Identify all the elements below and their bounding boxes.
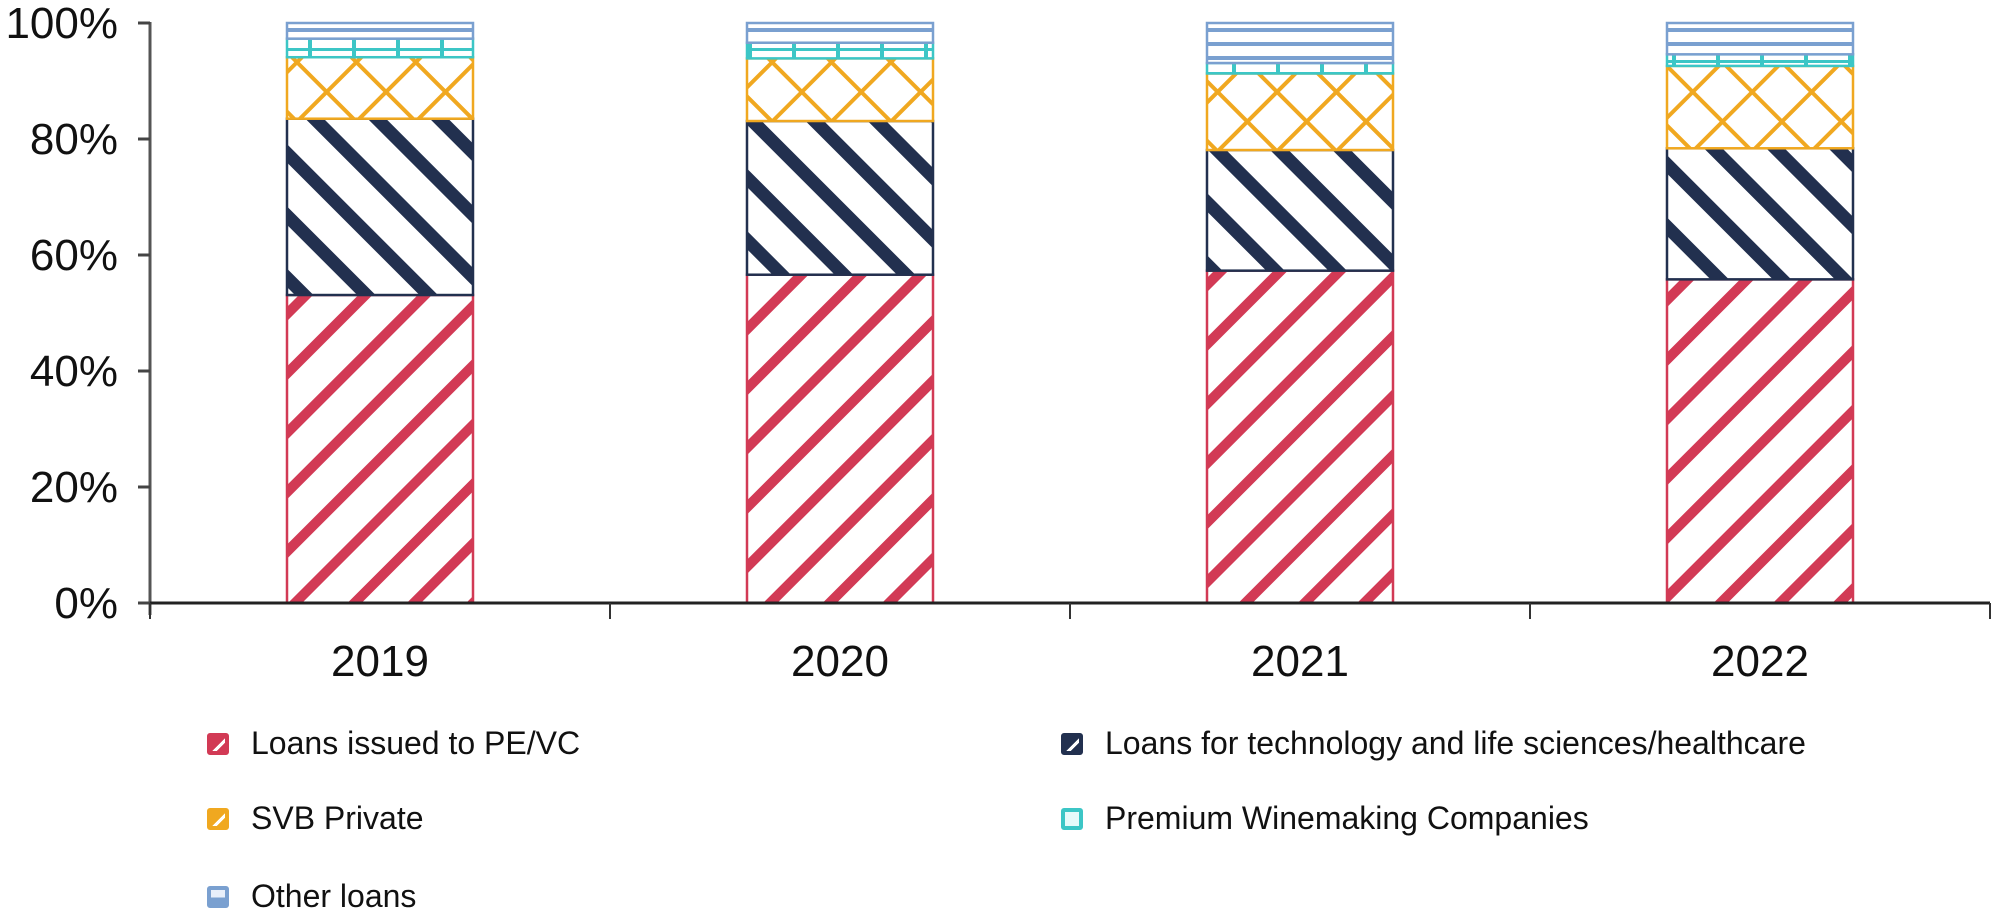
- x-tick-label: 2019: [331, 637, 429, 686]
- segment-3: [1665, 53, 1855, 68]
- y-tick-label: 20%: [30, 463, 118, 512]
- x-tick-label: 2021: [1251, 637, 1349, 686]
- y-tick-label: 40%: [30, 347, 118, 396]
- segment-2: [745, 57, 935, 123]
- bar-2019: [285, 21, 475, 605]
- y-tick-label: 0%: [54, 579, 118, 628]
- segment-2: [1665, 64, 1855, 150]
- segment-4: [1205, 21, 1395, 65]
- segment-3: [745, 41, 935, 60]
- bars-group: [285, 21, 1855, 605]
- segment-1: [1205, 148, 1395, 272]
- x-tick-label: 2022: [1711, 637, 1809, 686]
- bar-2021: [1205, 21, 1395, 605]
- segment-0: [1205, 269, 1395, 605]
- segment-1: [745, 119, 935, 276]
- segment-0: [745, 273, 935, 605]
- axes-group: 0% 20% 40% 60% 80% 100% 2019 2020 2021 2022: [5, 0, 1991, 686]
- segment-2: [1205, 72, 1395, 152]
- segment-3: [285, 37, 475, 59]
- y-tick-label: 100%: [5, 0, 118, 48]
- segment-0: [1665, 278, 1855, 605]
- x-tick-label: 2020: [791, 637, 889, 686]
- segment-4: [745, 21, 935, 44]
- segment-0: [285, 293, 475, 605]
- segment-2: [285, 55, 475, 120]
- segment-1: [285, 117, 475, 297]
- bar-2022: [1665, 21, 1855, 605]
- y-tick-label: 80%: [30, 115, 118, 164]
- segment-3: [1205, 61, 1395, 75]
- bar-2020: [745, 21, 935, 605]
- segment-4: [1665, 21, 1855, 56]
- segment-1: [1665, 147, 1855, 281]
- y-tick-label: 60%: [30, 231, 118, 280]
- segment-4: [285, 21, 475, 40]
